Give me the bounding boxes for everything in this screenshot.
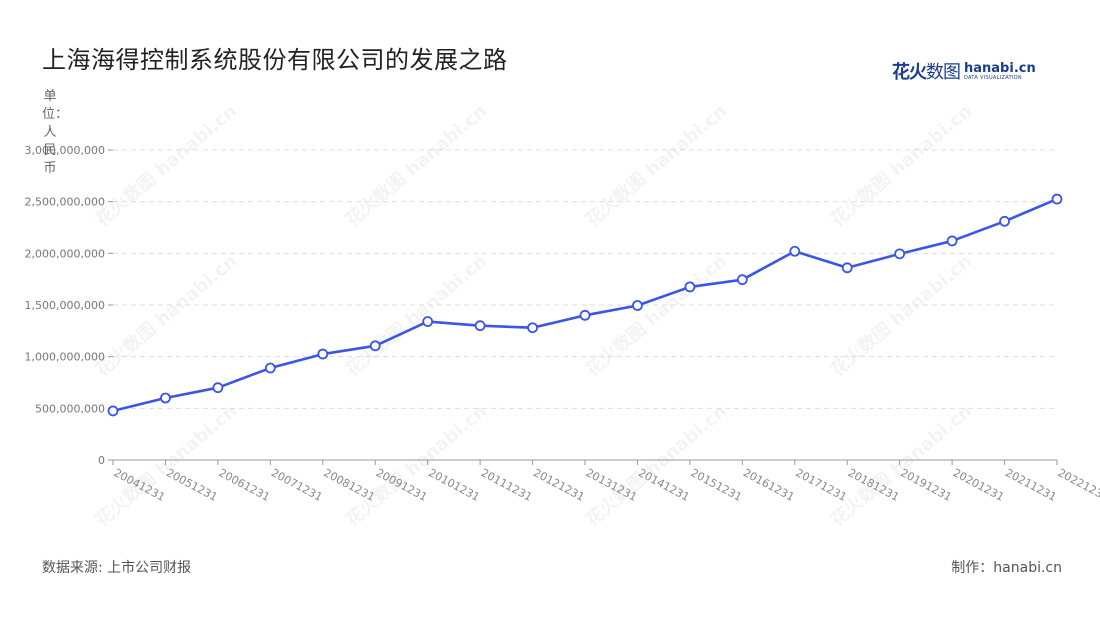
x-tick-label: 20161231	[741, 466, 797, 504]
x-tick-label: 20071231	[269, 466, 325, 504]
data-point[interactable]	[579, 309, 591, 321]
data-point[interactable]	[1051, 193, 1063, 205]
logo-en: hanabi.cn DATA VISUALIZATION	[964, 60, 1036, 81]
y-tick-label: 3,000,000,000	[25, 144, 105, 157]
series-layer	[107, 193, 1063, 417]
watermark-text: 花火数图 hanabi.cn	[91, 250, 241, 381]
data-point[interactable]	[107, 405, 119, 417]
x-tick-label: 20221231	[1056, 466, 1100, 504]
logo-cn: 花火数图	[892, 62, 961, 83]
watermark-text: 花火数图 hanabi.cn	[341, 400, 491, 531]
x-tick-label: 20101231	[426, 466, 482, 504]
brand-logo: 花火数图 hanabi.cn DATA VISUALIZATION	[892, 58, 1036, 84]
data-point[interactable]	[632, 300, 643, 311]
data-source: 数据来源: 上市公司财报	[42, 560, 192, 576]
watermark-text: 花火数图 hanabi.cn	[826, 100, 976, 231]
x-tick-label: 20171231	[793, 466, 849, 504]
data-point[interactable]	[264, 362, 276, 374]
data-point[interactable]	[684, 281, 696, 293]
data-point[interactable]	[422, 316, 434, 327]
watermark-text: 花火数图 hanabi.cn	[91, 100, 241, 231]
watermark-text: 花火数图 hanabi.cn	[341, 100, 491, 231]
y-tick-label: 0	[98, 454, 105, 467]
x-tick-label: 20191231	[898, 466, 954, 504]
x-tick-label: 20111231	[479, 466, 535, 504]
y-tick-label: 2,500,000,000	[25, 196, 105, 209]
watermark-text: 花火数图 hanabi.cn	[341, 250, 491, 381]
y-tick-label: 1,000,000,000	[25, 351, 105, 364]
data-point[interactable]	[999, 215, 1010, 227]
data-point[interactable]	[474, 320, 486, 332]
data-point[interactable]	[789, 245, 801, 257]
y-tick-label: 2,000,000,000	[25, 247, 105, 260]
x-tick-label: 20081231	[321, 466, 377, 504]
maker-credit: 制作：hanabi.cn	[951, 560, 1062, 576]
data-point[interactable]	[736, 274, 748, 286]
watermark-text: 花火数图 hanabi.cn	[91, 400, 241, 531]
watermark-text: 花火数图 hanabi.cn	[581, 250, 731, 381]
data-point[interactable]	[369, 340, 381, 352]
data-point[interactable]	[527, 322, 538, 334]
data-point[interactable]	[317, 348, 329, 360]
x-tick-label: 20211231	[1003, 466, 1059, 504]
watermark-text: 花火数图 hanabi.cn	[581, 400, 731, 531]
data-point[interactable]	[946, 235, 958, 247]
y-axis-unit-label: 单位：人民币	[42, 89, 69, 176]
x-tick-label: 20151231	[688, 466, 744, 504]
y-axis-ticks: 0 500,000,000 1,000,000,000 1,500,000,000 2,…	[25, 144, 113, 467]
chart-title: 上海海得控制系统股份有限公司的发展之路	[42, 46, 508, 74]
x-tick-label: 20201231	[951, 466, 1007, 504]
watermark-text: 花火数图 hanabi.cn	[826, 400, 976, 531]
x-tick-label: 20051231	[164, 466, 220, 504]
watermark-text: 花火数图 hanabi.cn	[581, 100, 731, 231]
x-tick-label: 20121231	[531, 466, 587, 504]
y-tick-label: 500,000,000	[35, 402, 105, 415]
data-point[interactable]	[841, 262, 853, 274]
data-point[interactable]	[212, 382, 224, 394]
x-tick-label: 20061231	[216, 466, 272, 504]
data-point[interactable]	[160, 392, 171, 404]
y-tick-label: 1,500,000,000	[25, 299, 105, 312]
data-point[interactable]	[894, 248, 906, 260]
